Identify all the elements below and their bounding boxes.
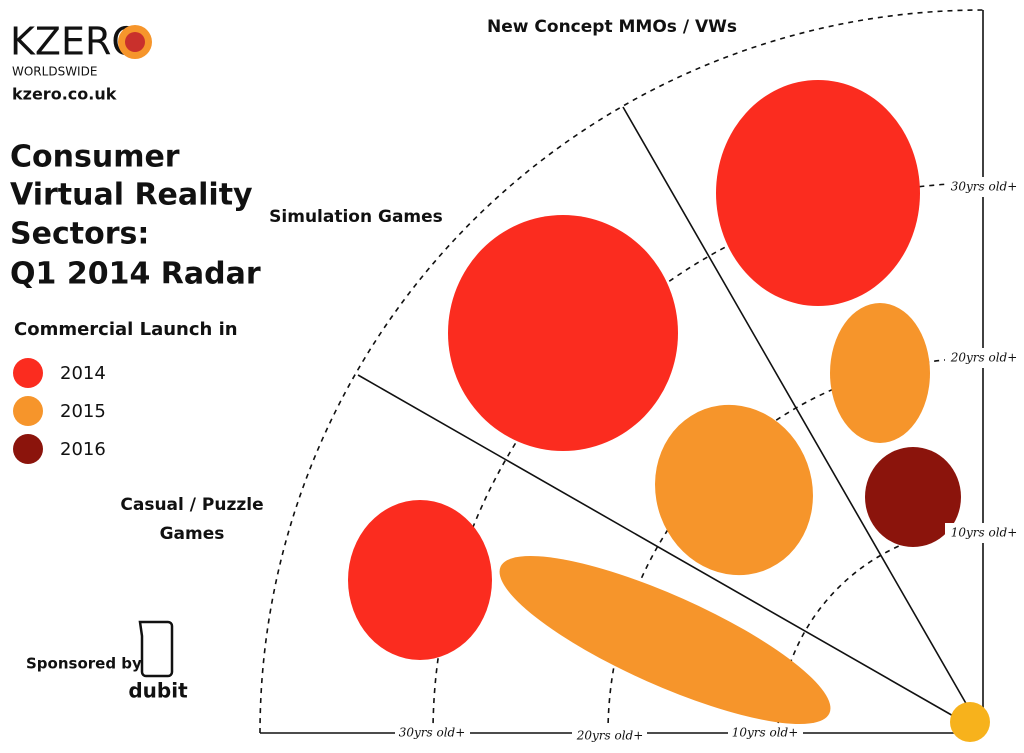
legend-label: 2014 (60, 363, 106, 384)
label-bg (945, 177, 1023, 197)
bubble (830, 303, 930, 443)
bubble (348, 500, 492, 660)
site: kzero.co.uk (12, 85, 117, 104)
sector-label: New Concept MMOs / VWs (487, 17, 737, 37)
label-bg (572, 726, 647, 746)
bubbles (348, 80, 990, 742)
title: Q1 2014 Radar (10, 257, 261, 292)
legend-swatch (13, 358, 43, 388)
legend-label: 2016 (60, 439, 106, 460)
bubble (716, 80, 920, 306)
bubble (655, 404, 813, 576)
bubble (865, 447, 961, 547)
ring-labels: 30yrs old+ 20yrs old+ 10yrs old+ 30yrs o… (395, 177, 1023, 746)
ring-label: 20yrs old+ (576, 729, 644, 743)
legend-title: Commercial Launch in (14, 319, 238, 340)
ring-label: 30yrs old+ (951, 180, 1018, 194)
legend: 2014 2015 2016 (13, 358, 106, 464)
sector-label: Casual / Puzzle (120, 495, 263, 515)
label-bg (728, 724, 803, 744)
sponsor-label: Sponsored by (26, 655, 142, 673)
legend-swatch (13, 396, 43, 426)
bubble (448, 215, 678, 451)
title: Sectors: (10, 217, 149, 252)
ring-10 (777, 527, 984, 734)
sponsor-name: dubit (128, 679, 188, 703)
legend-swatch (13, 434, 43, 464)
divider (622, 106, 984, 734)
brand-logo (125, 32, 145, 52)
bubble (499, 556, 831, 724)
ring-label: 20yrs old+ (950, 351, 1018, 365)
legend-label: 2015 (60, 401, 106, 422)
label-bg (395, 724, 470, 744)
brand-sub: WORLDSWIDE (12, 65, 97, 79)
ring-label: 10yrs old+ (951, 526, 1018, 540)
label-bg (945, 348, 1023, 368)
title: Consumer (10, 140, 180, 175)
sponsor-logo (138, 620, 174, 678)
divider (357, 374, 984, 734)
title: Virtual Reality (10, 178, 253, 213)
ring-label: 30yrs old+ (399, 726, 466, 740)
sector-label: Simulation Games (269, 207, 443, 227)
ring-label: 10yrs old+ (732, 726, 799, 740)
center-logo (950, 702, 990, 742)
outer-arc (259, 9, 984, 734)
sector-label: Games (160, 524, 225, 544)
label-bg (945, 523, 1023, 543)
